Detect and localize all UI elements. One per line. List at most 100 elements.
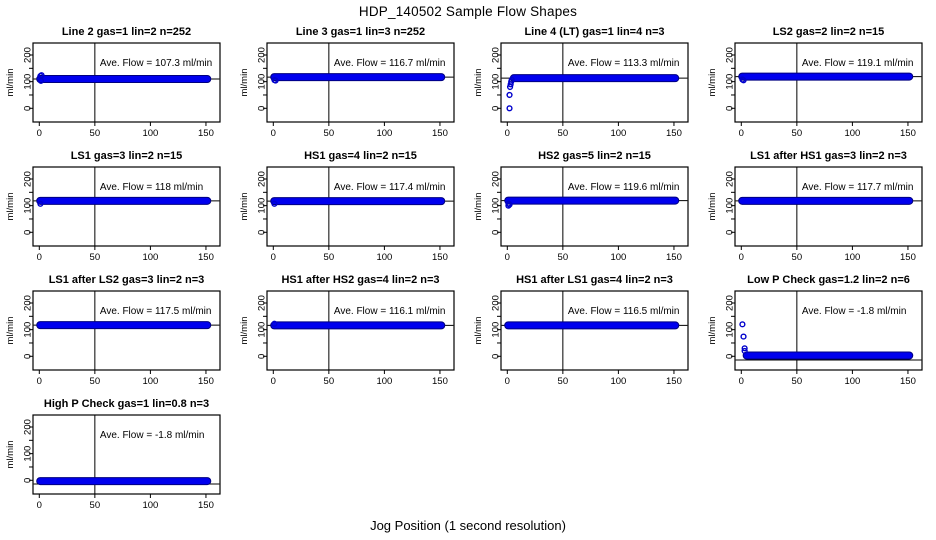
- data-band: [36, 74, 212, 83]
- x-tick-label: 0: [271, 376, 276, 387]
- y-tick-label: 200: [491, 47, 502, 63]
- x-tick-label: 150: [900, 252, 916, 263]
- data-point: [741, 347, 748, 355]
- x-tick-label: 100: [142, 500, 158, 511]
- x-tick-label: 150: [666, 252, 682, 263]
- y-tick-label: 200: [23, 171, 34, 187]
- subplot-7: HS2 gas=5 lin=2 n=15 0 100 200 ml/min 0 50 100 1…: [468, 144, 702, 268]
- x-tick-label: 50: [558, 252, 569, 263]
- subplot-svg: Low P Check gas=1.2 lin=2 n=6 0 100 200 ml/m…: [707, 274, 923, 387]
- y-axis-title: ml/min: [5, 317, 16, 345]
- y-tick-label: 100: [23, 322, 34, 338]
- subplot-title: High P Check gas=1 lin=0.8 n=3: [44, 398, 209, 410]
- y-axis-title: ml/min: [707, 69, 718, 97]
- x-tick-label: 0: [505, 252, 510, 263]
- x-axis-title: Jog Position (1 second resolution): [370, 518, 566, 533]
- subplot-6: HS1 gas=4 lin=2 n=15 0 100 200 ml/min 0 50 100 1…: [234, 144, 468, 268]
- subplot-title: LS1 gas=3 lin=2 n=15: [71, 150, 183, 162]
- subplot-title: LS2 gas=2 lin=2 n=15: [773, 26, 885, 38]
- subplot-3: Line 4 (LT) gas=1 lin=4 n=3 0 100 200 ml/min…: [468, 20, 702, 144]
- data-band: [504, 196, 680, 205]
- subplot-svg: High P Check gas=1 lin=0.8 n=3 0 100 200 ml/…: [5, 398, 221, 511]
- data-band: [270, 73, 446, 82]
- y-axis-title: ml/min: [473, 193, 484, 221]
- y-tick-label: 0: [257, 106, 268, 111]
- y-tick-label: 0: [491, 354, 502, 359]
- x-tick-label: 0: [37, 252, 42, 263]
- x-tick-label: 100: [376, 252, 392, 263]
- x-tick-label: 0: [37, 128, 42, 139]
- x-tick-label: 100: [142, 252, 158, 263]
- y-tick-label: 100: [725, 198, 736, 214]
- y-tick-label: 100: [23, 198, 34, 214]
- y-axis-title: ml/min: [239, 69, 250, 97]
- ave-flow-label: Ave. Flow = 113.3 ml/min: [568, 58, 680, 69]
- y-tick-label: 200: [257, 47, 268, 63]
- x-tick-label: 100: [844, 128, 860, 139]
- subplot-svg: HS1 after LS1 gas=4 lin=2 n=3 0 100 200 ml/m…: [473, 274, 689, 387]
- y-axis-title: ml/min: [5, 441, 16, 469]
- subplot-title: HS1 after HS2 gas=4 lin=2 n=3: [281, 274, 439, 286]
- x-tick-label: 0: [37, 500, 42, 511]
- data-point: [505, 202, 512, 209]
- subplot-svg: HS2 gas=5 lin=2 n=15 0 100 200 ml/min 0 50 100 1…: [473, 150, 689, 263]
- subplot-title: HS2 gas=5 lin=2 n=15: [538, 150, 651, 162]
- ave-flow-label: Ave. Flow = 116.5 ml/min: [568, 306, 680, 317]
- x-tick-label: 0: [739, 376, 744, 387]
- x-tick-label: 50: [324, 252, 335, 263]
- data-point: [508, 76, 515, 83]
- x-tick-label: 150: [198, 376, 214, 387]
- data-band: [742, 351, 914, 360]
- data-point: [740, 77, 747, 84]
- ave-flow-label: Ave. Flow = 117.7 ml/min: [802, 182, 914, 193]
- subplot-10: HS1 after HS2 gas=4 lin=2 n=3 0 100 200 ml/m…: [234, 268, 468, 392]
- x-tick-label: 0: [37, 376, 42, 387]
- data-band: [504, 321, 680, 330]
- x-tick-label: 0: [271, 252, 276, 263]
- y-tick-label: 0: [725, 230, 736, 235]
- subplot-11: HS1 after LS1 gas=4 lin=2 n=3 0 100 200 ml/m…: [468, 268, 702, 392]
- plot-box: [32, 290, 221, 371]
- ave-flow-label: Ave. Flow = 116.7 ml/min: [334, 58, 446, 69]
- subplot-title: HS1 after LS1 gas=4 lin=2 n=3: [516, 274, 673, 286]
- y-tick-label: 200: [257, 295, 268, 311]
- x-tick-label: 50: [90, 500, 101, 511]
- y-tick-label: 200: [23, 295, 34, 311]
- data-band: [36, 477, 212, 486]
- x-tick-label: 150: [198, 128, 214, 139]
- data-point: [739, 321, 746, 328]
- x-tick-label: 100: [142, 376, 158, 387]
- ave-flow-label: Ave. Flow = 117.5 ml/min: [100, 306, 212, 317]
- plot-box: [734, 42, 923, 123]
- x-tick-label: 50: [90, 252, 101, 263]
- ave-flow-label: Ave. Flow = -1.8 ml/min: [100, 430, 205, 441]
- x-tick-label: 150: [432, 376, 448, 387]
- y-tick-label: 100: [491, 198, 502, 214]
- data-point: [38, 72, 45, 79]
- y-tick-label: 0: [23, 230, 34, 235]
- x-tick-label: 150: [198, 252, 214, 263]
- data-point: [37, 200, 44, 207]
- subplot-5: LS1 gas=3 lin=2 n=15 0 100 200 ml/min 0 50 100 1…: [0, 144, 234, 268]
- data-band: [738, 72, 914, 81]
- data-point: [506, 105, 513, 112]
- plot-box: [32, 166, 221, 247]
- y-axis-title: ml/min: [5, 193, 16, 221]
- ave-flow-label: Ave. Flow = 116.1 ml/min: [334, 306, 446, 317]
- x-tick-label: 100: [610, 252, 626, 263]
- x-tick-label: 150: [666, 376, 682, 387]
- ave-flow-label: Ave. Flow = 117.4 ml/min: [334, 182, 446, 193]
- subplot-title: Line 2 gas=1 lin=2 n=252: [62, 26, 191, 38]
- x-tick-label: 50: [324, 128, 335, 139]
- x-tick-label: 150: [900, 128, 916, 139]
- page-title: HDP_140502 Sample Flow Shapes: [358, 4, 578, 19]
- subplot-svg: LS1 after HS1 gas=3 lin=2 n=3 0 100 200 ml/m…: [707, 150, 923, 263]
- subplot-1: Line 2 gas=1 lin=2 n=252 0 100 200 ml/min 0 50…: [0, 20, 234, 144]
- y-tick-label: 0: [725, 106, 736, 111]
- data-band: [509, 74, 680, 83]
- subplot-title: HS1 gas=4 lin=2 n=15: [304, 150, 417, 162]
- data-point: [271, 200, 278, 207]
- y-tick-label: 0: [725, 354, 736, 359]
- subplot-svg: Line 3 gas=1 lin=3 n=252 0 100 200 ml/min 0 50…: [239, 26, 455, 139]
- plot-box: [266, 290, 455, 371]
